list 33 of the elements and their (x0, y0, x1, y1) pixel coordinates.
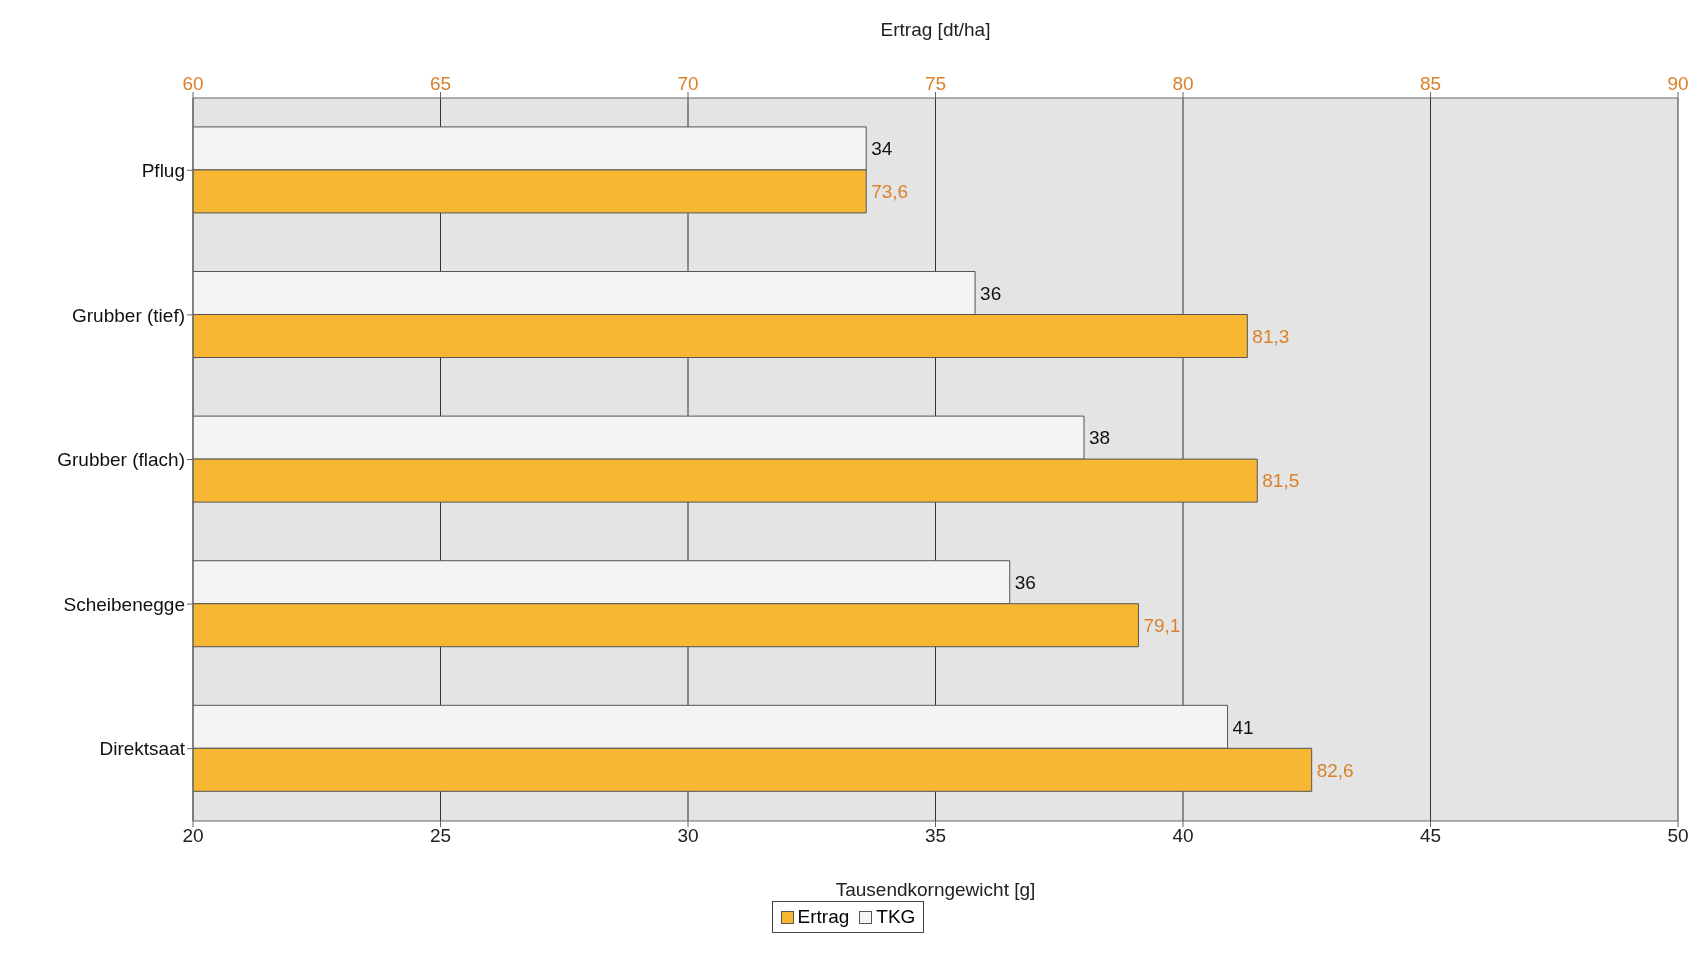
data-label: 36 (980, 282, 1002, 304)
x2-tick-label: 75 (924, 73, 947, 94)
x-axis-title: Tausendkorngewicht [g] (835, 879, 1036, 900)
legend-label: Ertrag (796, 906, 850, 928)
y-tick-label: Direktsaat (99, 738, 186, 760)
data-label: 34 (871, 138, 893, 160)
data-label: 81,3 (1252, 325, 1290, 347)
data-label: 81,5 (1262, 470, 1300, 492)
x-tick-label: 35 (924, 825, 947, 847)
y-tick-label: Scheibenegge (63, 593, 185, 615)
x-tick-label: 25 (429, 825, 452, 847)
x-tick-label: 20 (182, 825, 204, 847)
data-label: 73,6 (871, 181, 909, 203)
y-tick-label: Grubber (flach) (57, 449, 185, 471)
x2-axis-title: Ertrag [dt/ha] (880, 19, 991, 41)
y-tick-label: Grubber (tief) (72, 304, 185, 326)
x2-tick-label: 60 (182, 73, 204, 94)
data-label: 41 (1232, 716, 1254, 738)
data-label: 38 (1089, 427, 1111, 449)
x-tick-label: 40 (1172, 825, 1194, 847)
x2-tick-label: 85 (1419, 73, 1442, 94)
x2-tick-label: 65 (429, 73, 452, 94)
x2-tick-label: 90 (1667, 73, 1689, 94)
x-tick-label: 30 (677, 825, 699, 847)
data-label: 79,1 (1143, 614, 1181, 636)
x2-tick-label: 80 (1172, 73, 1194, 94)
data-label: 82,6 (1316, 759, 1354, 781)
x-tick-label: 45 (1419, 825, 1442, 847)
legend-label: TKG (875, 906, 916, 928)
x2-tick-label: 70 (677, 73, 699, 94)
x-tick-label: 50 (1667, 825, 1689, 847)
data-label: 36 (1014, 571, 1036, 593)
y-tick-label: Pflug (141, 160, 185, 182)
